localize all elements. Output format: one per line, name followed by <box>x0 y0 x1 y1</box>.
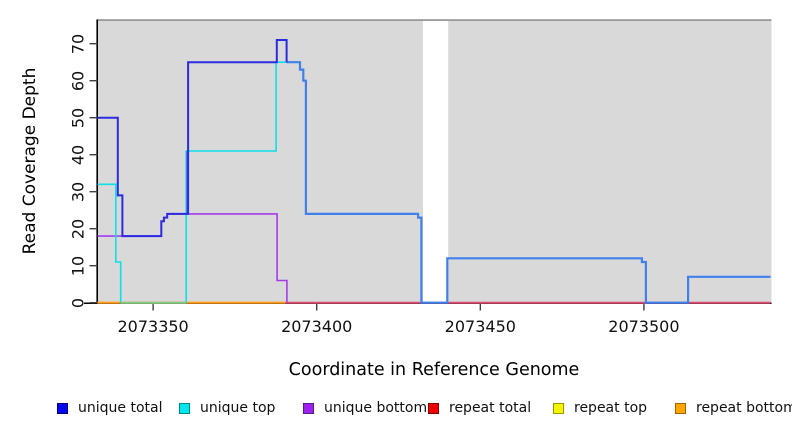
legend-label: unique total <box>78 400 163 416</box>
x-tick-label: 2073400 <box>281 317 353 336</box>
series-unique-total-line <box>97 39 288 238</box>
x-tick-label: 2073450 <box>444 317 516 336</box>
legend-swatch-icon <box>675 402 686 414</box>
legend-swatch-icon <box>303 402 314 414</box>
legend-item-unique-total: unique total <box>57 398 162 418</box>
series-unique-top-line <box>97 183 122 303</box>
legend-item-repeat-bottom: repeat bottom <box>675 398 792 418</box>
coverage-gap-band <box>423 19 449 304</box>
legend-label: repeat top <box>574 400 648 416</box>
legend-swatch-icon <box>179 402 190 414</box>
y-tick-label: 10 <box>68 255 88 276</box>
series-total-line <box>286 61 771 304</box>
legend: unique total unique top unique bottom repea… <box>0 398 792 422</box>
legend-item-repeat-top: repeat top <box>553 398 647 418</box>
legend-label: repeat total <box>449 400 532 416</box>
x-tick-label: 2073350 <box>117 317 189 336</box>
y-tick-label: 40 <box>68 144 88 165</box>
x-tick-label: 2073500 <box>608 317 680 336</box>
y-axis-title: Read Coverage Depth <box>20 67 40 255</box>
y-tick-label: 60 <box>68 70 88 91</box>
y-tick-label: 0 <box>68 297 88 308</box>
legend-label: repeat bottom <box>696 400 792 416</box>
legend-label: unique top <box>200 400 276 416</box>
y-tick-label: 70 <box>68 33 88 54</box>
legend-item-unique-top: unique top <box>179 398 275 418</box>
legend-label: unique bottom <box>324 400 428 416</box>
y-tick-label: 50 <box>68 107 88 128</box>
legend-swatch-icon <box>428 402 439 414</box>
legend-swatch-icon <box>57 402 68 414</box>
y-tick-label: 30 <box>68 181 88 202</box>
y-tick-label: 20 <box>68 218 88 239</box>
legend-item-unique-bottom: unique bottom <box>303 398 427 418</box>
legend-swatch-icon <box>553 402 564 414</box>
x-axis-title: Coordinate in Reference Genome <box>288 360 580 380</box>
legend-item-repeat-total: repeat total <box>428 398 531 418</box>
